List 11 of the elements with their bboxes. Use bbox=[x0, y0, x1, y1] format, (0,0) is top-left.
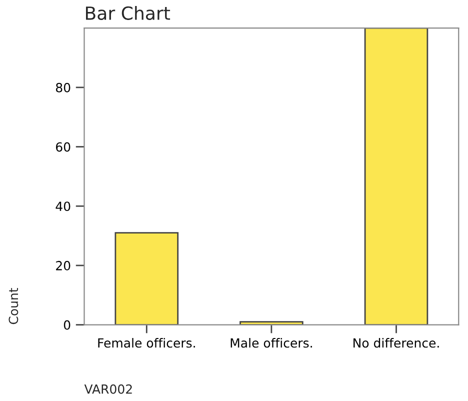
y-tick-label: 0 bbox=[64, 320, 70, 330]
y-tick-label: 60 bbox=[56, 142, 70, 152]
x-tick-label: No difference. bbox=[354, 338, 439, 348]
x-tick-label: Female officers. bbox=[98, 338, 195, 348]
x-tick-label: Male officers. bbox=[230, 338, 312, 348]
y-tick-label: 40 bbox=[56, 202, 70, 212]
y-tick-label: 80 bbox=[56, 82, 70, 92]
chart-title: Bar Chart bbox=[86, 6, 170, 20]
x-axis-title: VAR002 bbox=[84, 384, 132, 394]
y-tick-label: 20 bbox=[56, 260, 70, 270]
y-axis-title: Count bbox=[8, 288, 18, 324]
